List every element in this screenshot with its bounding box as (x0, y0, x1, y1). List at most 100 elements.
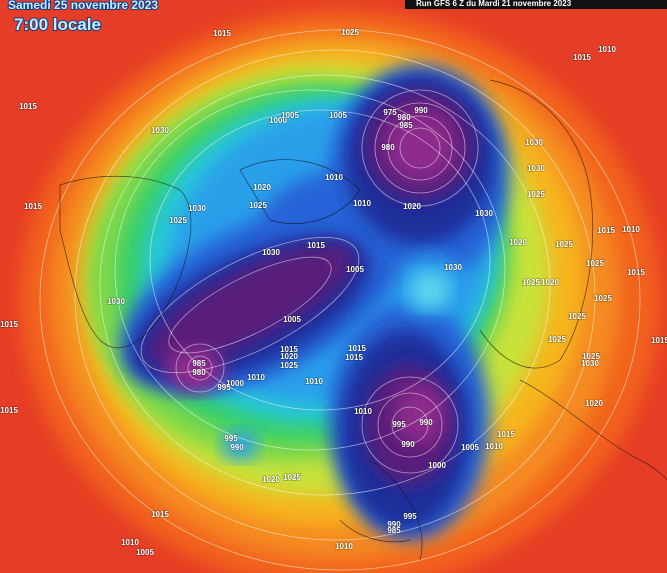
pressure-label: 990 (230, 443, 244, 452)
pressure-label: 1005 (281, 111, 299, 120)
pressure-label: 1030 (151, 126, 169, 135)
pressure-label: 1005 (346, 265, 364, 274)
pressure-label: 1015 (651, 336, 667, 345)
pressure-label: 1030 (475, 209, 493, 218)
date: Samedi 25 novembre 2023 (8, 0, 158, 12)
pressure-label: 1015 (280, 345, 298, 354)
isobar (140, 236, 360, 374)
pressure-label: 1020 (585, 399, 603, 408)
isobar (114, 89, 506, 451)
isobar (39, 29, 641, 571)
coastline (59, 175, 192, 349)
pressure-label: 1015 (19, 102, 37, 111)
pressure-label: 995 (217, 383, 231, 392)
isobar (168, 256, 332, 354)
isobar (399, 127, 441, 169)
pressure-label: 1015 (213, 29, 231, 38)
pressure-label: 1000 (226, 379, 244, 388)
pressure-label: 1025 (527, 190, 545, 199)
pressure-label: 990 (387, 520, 401, 529)
pressure-label: 1020 (262, 475, 280, 484)
pressure-field (20, 10, 660, 573)
pressure-label: 995 (224, 434, 238, 443)
pressure-label: 995 (392, 420, 406, 429)
pressure-label: 1010 (121, 538, 139, 547)
isobar (387, 115, 453, 181)
pressure-label: 1025 (555, 240, 573, 249)
coastlines (59, 79, 667, 561)
pressure-label: 1030 (527, 164, 545, 173)
pressure-label: 1025 (586, 259, 604, 268)
pressure-label: 990 (401, 440, 415, 449)
pressure-label: 1020 (280, 352, 298, 361)
pressure-label: 1025 (283, 473, 301, 482)
pressure-label: 980 (381, 143, 395, 152)
pressure-label: 1015 (0, 320, 18, 329)
pressure-label: 1025 (249, 201, 267, 210)
pressure-label: 990 (419, 418, 433, 427)
pressure-label: 1025 (341, 28, 359, 37)
pressure-zone (222, 430, 258, 460)
pressure-label: 1015 (348, 344, 366, 353)
pressure-zone (146, 244, 354, 366)
pressure-label: 1030 (525, 138, 543, 147)
pressure-label: 1010 (353, 199, 371, 208)
pressure-label: 1025 (568, 312, 586, 321)
isobar (361, 376, 459, 474)
pressure-label: 1000 (269, 116, 287, 125)
pressure-label: 975 (383, 108, 397, 117)
coastline (479, 79, 593, 369)
pressure-label: 1015 (151, 510, 169, 519)
pressure-label: 1005 (329, 111, 347, 120)
pressure-label: 1010 (305, 377, 323, 386)
pressure-label: 980 (397, 113, 411, 122)
pressure-label: 1025 (582, 352, 600, 361)
isobars (39, 29, 641, 571)
pressure-label: 985 (399, 121, 413, 130)
pressure-label: 1005 (136, 548, 154, 557)
isobar (391, 406, 429, 444)
pressure-label: 1020 (509, 238, 527, 247)
coastline (339, 459, 423, 561)
pressure-label: 1030 (262, 248, 280, 257)
pressure-label: 1015 (497, 430, 515, 439)
pressure-label: 1010 (247, 373, 265, 382)
pressure-label: 990 (414, 106, 428, 115)
isobar (74, 49, 596, 541)
pressure-label: 1015 (573, 53, 591, 62)
run-banner (405, 0, 667, 9)
run-info: Run GFS 6 Z du Mardi 21 novembre 2023 (416, 0, 572, 8)
pressure-label: 1025 (169, 216, 187, 225)
pressure-label: 1030 (444, 263, 462, 272)
pressure-label: 1010 (354, 407, 372, 416)
pressure-label: 1015 (627, 268, 645, 277)
pressure-label: 1020 (253, 183, 271, 192)
pressure-label: 1010 (325, 173, 343, 182)
pressure-label: 1015 (597, 226, 615, 235)
pressure-zone (385, 110, 455, 180)
pressure-label: 1000 (428, 461, 446, 470)
pressure-label: 1025 (594, 294, 612, 303)
coastline (519, 379, 667, 481)
pressure-label: 1025 (280, 361, 298, 370)
pressure-label: 1020 (541, 278, 559, 287)
pressure-label: 1010 (622, 225, 640, 234)
pressure-label: 1015 (0, 406, 18, 415)
pressure-label: 1010 (598, 45, 616, 54)
pressure-label: 1005 (283, 315, 301, 324)
pressure-label: 1030 (188, 204, 206, 213)
isobar (175, 343, 225, 393)
pressure-label: 1010 (335, 542, 353, 551)
pressure-label: 1020 (403, 202, 421, 211)
pressure-label: 1030 (581, 359, 599, 368)
time: 7:00 locale (14, 15, 101, 34)
coastline (239, 159, 361, 225)
isobar (99, 74, 551, 496)
pressure-label: 1010 (485, 442, 503, 451)
pressure-label: 1015 (345, 353, 363, 362)
pressure-label: 985 (387, 526, 401, 535)
pressure-label: 1030 (107, 297, 125, 306)
pressure-zone (395, 385, 445, 445)
pressure-label: 1015 (307, 241, 325, 250)
